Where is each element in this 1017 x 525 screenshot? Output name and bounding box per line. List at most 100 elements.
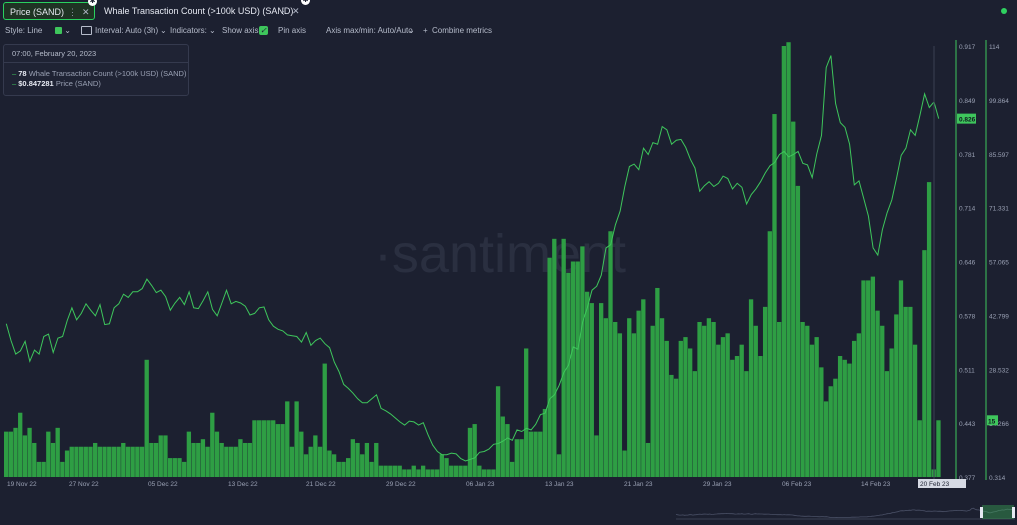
color-swatch-icon xyxy=(55,27,62,34)
whale-bar xyxy=(481,469,487,477)
more-options-icon[interactable]: ⋮ xyxy=(68,7,77,17)
whale-bar xyxy=(734,356,740,477)
whale-bar xyxy=(875,310,880,477)
tooltip-row-price: – $0.847281 Price (SAND) xyxy=(12,79,101,88)
indicators-dropdown[interactable]: Indicators: xyxy=(170,26,207,35)
chevron-down-icon: ⌄ xyxy=(64,26,71,35)
whale-bar xyxy=(706,318,712,477)
whale-bar xyxy=(378,465,384,477)
whale-bar xyxy=(411,465,416,477)
more-options-icon[interactable]: ⋮ xyxy=(279,6,288,16)
whale-bar xyxy=(205,446,210,477)
whale-bar xyxy=(912,344,918,477)
close-icon[interactable]: ✕ xyxy=(292,6,300,16)
whale-bar xyxy=(289,446,295,477)
whale-bar xyxy=(809,344,815,477)
whale-bar xyxy=(317,446,323,477)
whale-bar xyxy=(833,378,838,477)
whale-bar xyxy=(880,325,885,477)
whale-bar xyxy=(388,465,393,477)
whale-bar xyxy=(111,446,117,477)
whale-bar xyxy=(18,412,23,477)
whale-bar xyxy=(650,325,655,477)
whale-bar xyxy=(463,465,468,477)
whale-bar xyxy=(346,458,351,477)
style-dropdown[interactable]: Style: Line xyxy=(5,26,43,35)
whale-bar xyxy=(444,458,449,477)
whale-bar xyxy=(158,435,163,477)
whale-bar xyxy=(781,46,787,477)
whale-bar xyxy=(566,272,571,477)
whale-bar xyxy=(196,442,201,477)
active-date-badge xyxy=(918,479,966,488)
whale-bar xyxy=(93,442,98,477)
settings-badge-icon[interactable]: ✱ xyxy=(88,0,97,6)
whale-bar xyxy=(589,303,594,477)
whale-bar xyxy=(641,299,646,477)
whale-bar xyxy=(331,454,337,477)
whale-bar xyxy=(631,333,637,477)
whale-bar xyxy=(139,446,145,477)
whale-bar xyxy=(528,431,534,477)
count-axis-tick: 14.266 xyxy=(989,421,1009,428)
color-picker[interactable]: ⌄ xyxy=(55,26,71,35)
whale-bar xyxy=(659,318,665,477)
whale-bar xyxy=(748,299,754,477)
whale-bar xyxy=(702,325,707,477)
whale-bar xyxy=(500,416,505,477)
metric-tab-bar: Price (SAND) ⋮ ✕ ✱ Whale Transaction Cou… xyxy=(0,0,1017,22)
count-axis-tick: 71.331 xyxy=(989,206,1009,213)
whale-bar xyxy=(720,337,726,477)
whale-bar xyxy=(97,446,103,477)
whale-bar xyxy=(739,344,744,477)
whale-bar xyxy=(4,431,9,477)
whale-bar xyxy=(486,469,491,477)
whale-bar xyxy=(402,469,407,477)
axis-minmax-dropdown[interactable]: Axis max/min: Auto/Auto xyxy=(326,26,413,35)
axis-chevron-icon: ⌄ xyxy=(408,26,415,35)
interval-chevron-icon: ⌄ xyxy=(160,26,167,35)
interval-dropdown[interactable]: Interval: Auto (3h) xyxy=(95,26,159,35)
whale-bar xyxy=(753,325,758,477)
price-axis-tick: 0.917 xyxy=(959,44,976,51)
whale-bar xyxy=(673,378,679,477)
count-axis-tick: 99.864 xyxy=(989,98,1009,105)
whale-bar xyxy=(495,386,501,477)
x-axis-tick: 06 Jan 23 xyxy=(466,481,495,488)
whale-bar xyxy=(594,435,599,477)
whale-bar xyxy=(299,431,304,477)
price-axis-tick: 0.443 xyxy=(959,421,976,428)
tab-whale-count[interactable]: Whale Transaction Count (>100k USD) (SAN… xyxy=(98,0,310,20)
count-axis-tick: 57.065 xyxy=(989,260,1009,267)
settings-badge-icon[interactable]: ✱ xyxy=(301,0,310,5)
whale-bar xyxy=(683,337,688,477)
close-icon[interactable]: ✕ xyxy=(82,7,90,17)
whale-bar xyxy=(744,371,749,477)
tooltip-whale-value: 78 xyxy=(18,69,27,78)
whale-bar xyxy=(252,420,257,477)
whale-bar xyxy=(163,435,168,477)
whale-bar xyxy=(350,439,355,477)
whale-bar xyxy=(692,371,697,477)
whale-bar xyxy=(524,348,529,477)
whale-bar xyxy=(599,303,604,477)
whale-bar xyxy=(791,121,796,478)
whale-bar xyxy=(228,446,234,477)
show-axis-checkbox[interactable]: ✓ xyxy=(259,26,268,35)
count-axis-tick: 85.597 xyxy=(989,152,1009,159)
combine-metrics-button[interactable]: Combine metrics xyxy=(432,26,493,35)
whale-bar xyxy=(285,401,290,477)
tooltip-price-name: Price (SAND) xyxy=(55,79,101,88)
whale-bar xyxy=(449,465,454,477)
whale-bar xyxy=(767,231,772,477)
x-axis-tick: 29 Jan 23 xyxy=(703,481,732,488)
whale-bar xyxy=(491,469,496,477)
pin-axis-toggle[interactable]: Pin axis xyxy=(278,26,307,35)
whale-bar xyxy=(439,454,445,477)
calendar-icon[interactable] xyxy=(81,26,92,36)
whale-bar xyxy=(664,340,669,477)
tab-price-sand[interactable]: Price (SAND) ⋮ ✕ ✱ xyxy=(3,0,97,20)
overview-line xyxy=(675,507,1013,518)
whale-bar xyxy=(121,442,126,477)
